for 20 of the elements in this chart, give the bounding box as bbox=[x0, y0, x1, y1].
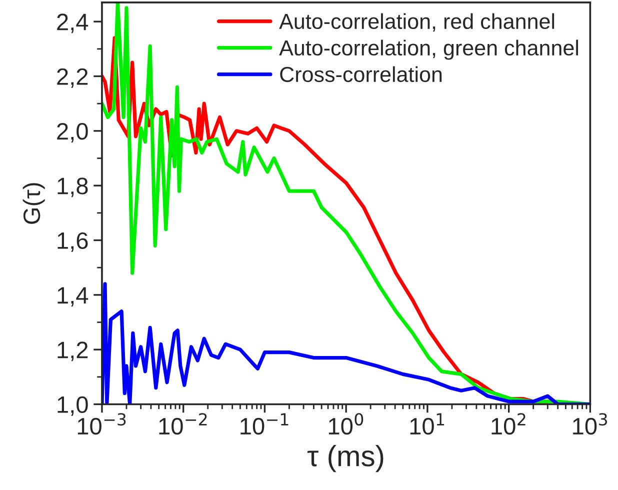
x-tick-label: 10$^{−1}$ bbox=[240, 413, 288, 435]
legend-label: Auto-correlation, green channel bbox=[279, 40, 578, 60]
y-tick-label: 2,4 bbox=[57, 14, 88, 34]
y-tick-label: 1,8 bbox=[58, 178, 88, 198]
y-axis-title: G(τ) bbox=[22, 183, 45, 224]
y-tick-label: 1,4 bbox=[58, 287, 88, 306]
x-axis-title: τ (ms) bbox=[308, 445, 384, 472]
x-tick-label: 10$^{3}$ bbox=[573, 413, 607, 435]
legend-label: Cross-correlation bbox=[280, 66, 442, 82]
x-tick-label: 10$^{2}$ bbox=[492, 413, 526, 435]
legend-label: Auto-correlation, red channel bbox=[279, 13, 554, 32]
y-tick-label: 2,0 bbox=[57, 122, 88, 142]
x-tick-label: 10$^{−2}$ bbox=[159, 413, 207, 435]
x-tick-label: 10$^{−3}$ bbox=[78, 413, 126, 435]
x-tick-label: 10$^{1}$ bbox=[410, 413, 444, 435]
y-tick-label: 1,0 bbox=[58, 396, 88, 416]
x-tick-label: 10$^{0}$ bbox=[328, 413, 364, 435]
y-tick-label: 1,6 bbox=[58, 232, 88, 252]
y-tick-label: 2,2 bbox=[57, 68, 88, 88]
y-tick-label: 1,2 bbox=[58, 342, 88, 362]
